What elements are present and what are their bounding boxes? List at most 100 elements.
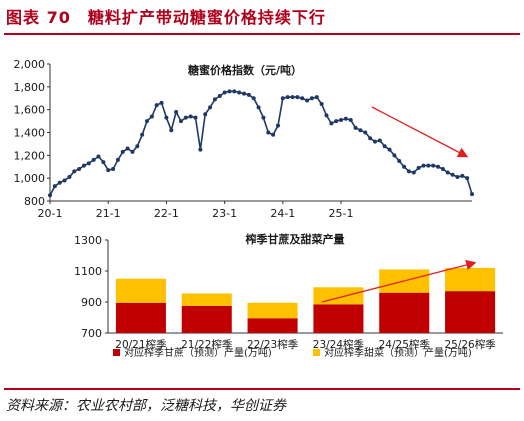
line-chart-point [314,95,319,100]
bar-beet [115,278,166,303]
line-chart-point [178,119,183,124]
bar-beet [313,287,364,305]
line-chart-point [266,130,271,135]
line-chart-point [135,144,140,149]
bar-beet [445,267,496,292]
line-chart-y-tick-label: 1,600 [14,104,46,117]
line-chart-point [271,132,276,137]
line-chart-point [77,167,82,172]
line-chart-x-tick-label: 20-1 [38,207,63,220]
line-chart-point [48,193,52,198]
line-chart-y-tick-label: 1,200 [14,149,46,162]
line-chart-point [450,172,455,177]
line-chart-point [227,89,232,94]
bar-chart-x-tick-label: 21/22榨季 [181,338,233,351]
line-chart-point [81,163,86,168]
bar-chart-y-tick-label: 900 [81,296,102,309]
line-chart-point [305,98,310,103]
bar-chart-y-tick-label: 700 [81,327,102,340]
line-chart-point [111,167,116,172]
line-chart-point [280,96,285,101]
line-chart-point [261,115,266,120]
line-chart-point [368,136,373,141]
line-chart-point [188,114,193,119]
line-chart-x-tick-label: 24-1 [270,207,295,220]
line-chart-point [324,113,329,118]
bar-chart-x-tick-label: 25/26榨季 [444,338,496,351]
legend-label-beet: 对应榨季甜菜（预测）产量(万吨) [324,346,472,359]
line-chart: 糖蜜价格指数（元/吨） 2,000 1,800 1,600 1,400 1,200 1,0… [14,58,474,220]
bar-cane [181,305,232,333]
line-chart-point [392,153,397,158]
line-chart-point [101,160,106,165]
legend-swatch-beet [313,349,320,356]
line-chart-point [416,165,421,170]
line-chart-point [242,91,247,96]
line-chart-point [208,105,213,110]
uptrend-arrow [321,259,477,303]
line-chart-point [164,115,169,120]
line-chart-point [91,157,96,162]
bar-cane [247,318,298,333]
line-chart-point [300,96,305,101]
line-chart-point [154,103,159,108]
line-chart-point [106,168,111,173]
line-chart-point [295,95,300,100]
bottom-divider [4,388,520,390]
line-chart-point [183,115,188,120]
line-chart-point [329,121,334,126]
line-chart-point [232,89,237,94]
line-chart-point [470,192,474,197]
bar-cane [115,302,166,333]
line-chart-y-tick-label: 1,800 [14,81,46,94]
legend-swatch-cane [113,349,120,356]
line-chart-point [406,169,411,174]
bar-chart-y-tick-label: 1100 [74,265,102,278]
line-chart-point [256,105,261,110]
line-chart-point [358,128,363,133]
line-chart-point [120,149,125,154]
line-chart-point [353,125,358,130]
line-chart-point [174,109,179,114]
line-chart-point [436,164,441,169]
line-chart-point [62,178,67,183]
line-chart-point [169,128,174,133]
bar-chart-x-tick-label: 24/25榨季 [379,338,431,351]
line-chart-point [348,117,353,122]
line-chart-point [149,114,154,119]
bar-chart-y-tick-label: 1300 [74,234,102,247]
line-chart-x-tick-label: 25-1 [329,207,354,220]
bar-beet [247,302,298,319]
line-chart-point [237,90,242,95]
line-chart-point [372,139,377,144]
line-chart-point [411,170,416,175]
line-chart-point [86,161,91,166]
line-chart-point [334,119,339,124]
line-chart-y-tick-label: 1,000 [14,172,46,185]
line-chart-point [402,164,407,169]
line-chart-point [465,176,470,181]
line-chart-point [72,169,77,174]
top-divider [4,33,520,35]
line-chart-point [193,115,198,120]
line-chart-point [198,147,203,152]
line-chart-point [460,173,465,178]
line-chart-point [251,96,256,101]
line-chart-x-tick-label: 22-1 [154,207,179,220]
line-chart-point [339,117,344,122]
line-chart-point [431,163,436,168]
line-chart-point [319,101,324,106]
line-chart-point [96,154,101,159]
line-chart-title: 糖蜜价格指数（元/吨） [188,63,302,77]
line-chart-point [455,175,460,180]
line-chart-point [67,175,72,180]
line-chart-point [57,180,62,185]
line-chart-y-tick-label: 800 [24,195,45,208]
bar-cane [313,304,364,333]
line-chart-point [363,130,368,135]
bar-chart: 榨季甘蔗及甜菜产量 1300 1100 900 700 20/21榨季 21/22榨季 22… [74,232,503,359]
line-chart-point [382,144,387,149]
line-chart-point [115,157,120,162]
line-chart-x-tick-label: 23-1 [212,207,237,220]
